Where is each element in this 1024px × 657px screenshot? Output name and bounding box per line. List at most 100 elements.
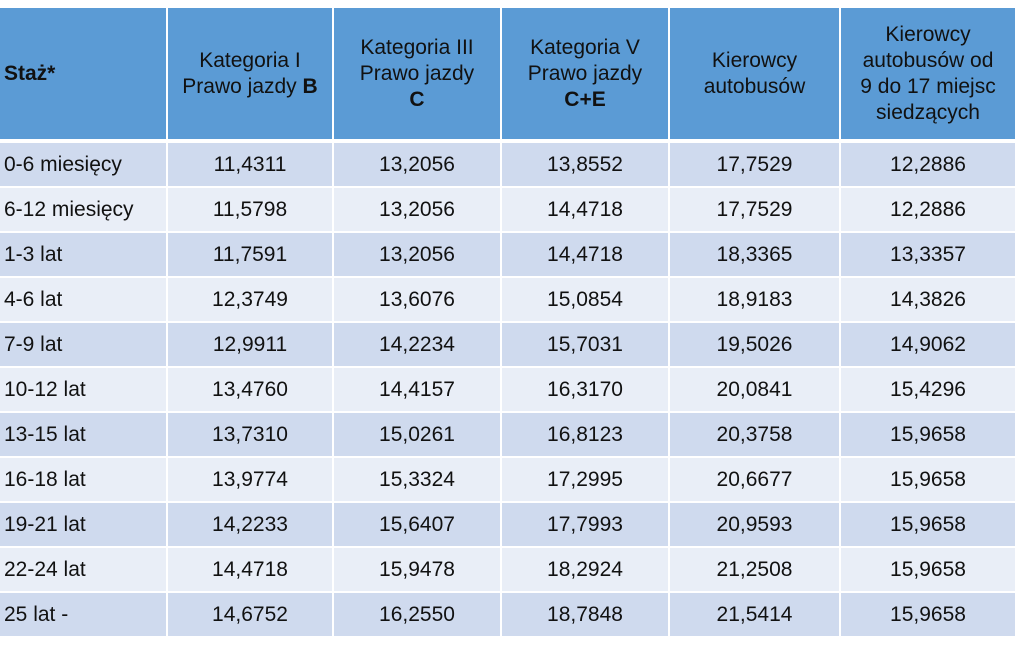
value-cell: 13,2056 <box>333 141 502 188</box>
value-cell: 14,2233 <box>167 502 334 548</box>
header-line: Prawo jazdy <box>338 61 496 87</box>
table-row: 13-15 lat 13,7310 15,0261 16,8123 20,3758 15,… <box>0 412 1017 458</box>
table-row: 10-12 lat 13,4760 14,4157 16,3170 20,0841 15,… <box>0 367 1017 413</box>
value-cell: 14,4718 <box>501 232 670 278</box>
value-cell: 14,3826 <box>840 277 1017 323</box>
value-cell: 15,3324 <box>333 457 502 503</box>
header-cell-kategoria-i: Kategoria I Prawo jazdy B <box>167 8 334 143</box>
header-line: Kategoria V <box>506 35 664 61</box>
header-row: Staż* Kategoria I Prawo jazdy B Kategori… <box>0 8 1017 143</box>
header-text: Kierowcy <box>885 22 971 46</box>
header-text: 9 do 17 miejsc <box>860 74 996 98</box>
value-cell: 20,6677 <box>669 457 841 503</box>
row-label-cell: 4-6 lat <box>0 277 168 323</box>
header-cell-kierowcy-9-17: Kierowcy autobusów od 9 do 17 miejsc sie… <box>840 8 1017 143</box>
header-line: Kierowcy <box>845 22 1011 48</box>
header-line: Prawo jazdy <box>506 61 664 87</box>
value-cell: 15,0854 <box>501 277 670 323</box>
header-line: Kategoria I <box>172 48 328 74</box>
header-line: C+E <box>506 87 664 113</box>
value-cell: 13,6076 <box>333 277 502 323</box>
value-cell: 19,5026 <box>669 322 841 368</box>
value-cell: 13,2056 <box>333 232 502 278</box>
table-row: 16-18 lat 13,9774 15,3324 17,2995 20,6677 15,… <box>0 457 1017 503</box>
header-line: 9 do 17 miejsc <box>845 74 1011 100</box>
value-cell: 12,3749 <box>167 277 334 323</box>
table-row: 22-24 lat 14,4718 15,9478 18,2924 21,2508 15,… <box>0 547 1017 593</box>
value-cell: 15,9658 <box>840 457 1017 503</box>
header-cell-kategoria-v: Kategoria V Prawo jazdy C+E <box>501 8 670 143</box>
table-row: 7-9 lat 12,9911 14,2234 15,7031 19,5026 14,90… <box>0 322 1017 368</box>
table-header: Staż* Kategoria I Prawo jazdy B Kategori… <box>0 8 1017 143</box>
value-cell: 21,5414 <box>669 592 841 638</box>
value-cell: 20,0841 <box>669 367 841 413</box>
value-cell: 12,2886 <box>840 187 1017 233</box>
header-line: Kategoria III <box>338 35 496 61</box>
header-line: C <box>338 87 496 113</box>
header-cell-staz: Staż* <box>0 8 168 143</box>
value-cell: 17,7529 <box>669 141 841 188</box>
value-cell: 14,9062 <box>840 322 1017 368</box>
value-cell: 14,6752 <box>167 592 334 638</box>
value-cell: 15,9658 <box>840 592 1017 638</box>
value-cell: 13,2056 <box>333 187 502 233</box>
value-cell: 21,2508 <box>669 547 841 593</box>
header-text: autobusów <box>703 74 806 98</box>
value-cell: 15,9658 <box>840 502 1017 548</box>
table-row: 1-3 lat 11,7591 13,2056 14,4718 18,3365 13,33… <box>0 232 1017 278</box>
value-cell: 14,4718 <box>501 187 670 233</box>
row-label-cell: 16-18 lat <box>0 457 168 503</box>
row-label-cell: 0-6 miesięcy <box>0 141 168 188</box>
value-cell: 18,2924 <box>501 547 670 593</box>
header-line: Prawo jazdy B <box>172 74 328 100</box>
value-cell: 15,7031 <box>501 322 670 368</box>
header-text: autobusów od <box>862 48 994 72</box>
header-line: autobusów od <box>845 48 1011 74</box>
row-label-cell: 1-3 lat <box>0 232 168 278</box>
header-line: siedzących <box>845 100 1011 126</box>
table-row: 6-12 miesięcy 11,5798 13,2056 14,4718 17,752… <box>0 187 1017 233</box>
value-cell: 11,4311 <box>167 141 334 188</box>
header-text: Kategoria III <box>360 35 474 59</box>
header-text-bold: B <box>302 74 318 98</box>
value-cell: 18,9183 <box>669 277 841 323</box>
header-text-bold: C+E <box>564 87 606 111</box>
header-text: siedzących <box>876 100 980 124</box>
row-label-cell: 25 lat - <box>0 592 168 638</box>
row-label-cell: 13-15 lat <box>0 412 168 458</box>
header-line: Staż* <box>4 61 56 85</box>
value-cell: 16,2550 <box>333 592 502 638</box>
header-cell-kierowcy-autobusow: Kierowcy autobusów <box>669 8 841 143</box>
value-cell: 13,7310 <box>167 412 334 458</box>
value-cell: 15,9658 <box>840 547 1017 593</box>
value-cell: 15,4296 <box>840 367 1017 413</box>
table-body: 0-6 miesięcy 11,4311 13,2056 13,8552 17,7529… <box>0 141 1017 638</box>
value-cell: 13,4760 <box>167 367 334 413</box>
value-cell: 12,2886 <box>840 141 1017 188</box>
value-cell: 13,3357 <box>840 232 1017 278</box>
value-cell: 18,3365 <box>669 232 841 278</box>
header-text: Kategoria V <box>530 35 640 59</box>
value-cell: 14,2234 <box>333 322 502 368</box>
value-cell: 15,9658 <box>840 412 1017 458</box>
row-label-cell: 6-12 miesięcy <box>0 187 168 233</box>
header-text: Prawo jazdy <box>527 61 643 85</box>
value-cell: 17,7993 <box>501 502 670 548</box>
header-text: Prawo jazdy <box>359 61 475 85</box>
value-cell: 17,2995 <box>501 457 670 503</box>
value-cell: 17,7529 <box>669 187 841 233</box>
value-cell: 12,9911 <box>167 322 334 368</box>
value-cell: 18,7848 <box>501 592 670 638</box>
value-cell: 13,9774 <box>167 457 334 503</box>
header-text: Kategoria I <box>199 48 301 72</box>
header-line: Kierowcy <box>674 48 835 74</box>
value-cell: 14,4157 <box>333 367 502 413</box>
value-cell: 16,8123 <box>501 412 670 458</box>
value-cell: 15,6407 <box>333 502 502 548</box>
value-cell: 11,7591 <box>167 232 334 278</box>
row-label-cell: 22-24 lat <box>0 547 168 593</box>
header-text: Prawo jazdy <box>182 74 303 98</box>
table-row: 0-6 miesięcy 11,4311 13,2056 13,8552 17,7529… <box>0 141 1017 188</box>
value-cell: 15,0261 <box>333 412 502 458</box>
value-cell: 14,4718 <box>167 547 334 593</box>
